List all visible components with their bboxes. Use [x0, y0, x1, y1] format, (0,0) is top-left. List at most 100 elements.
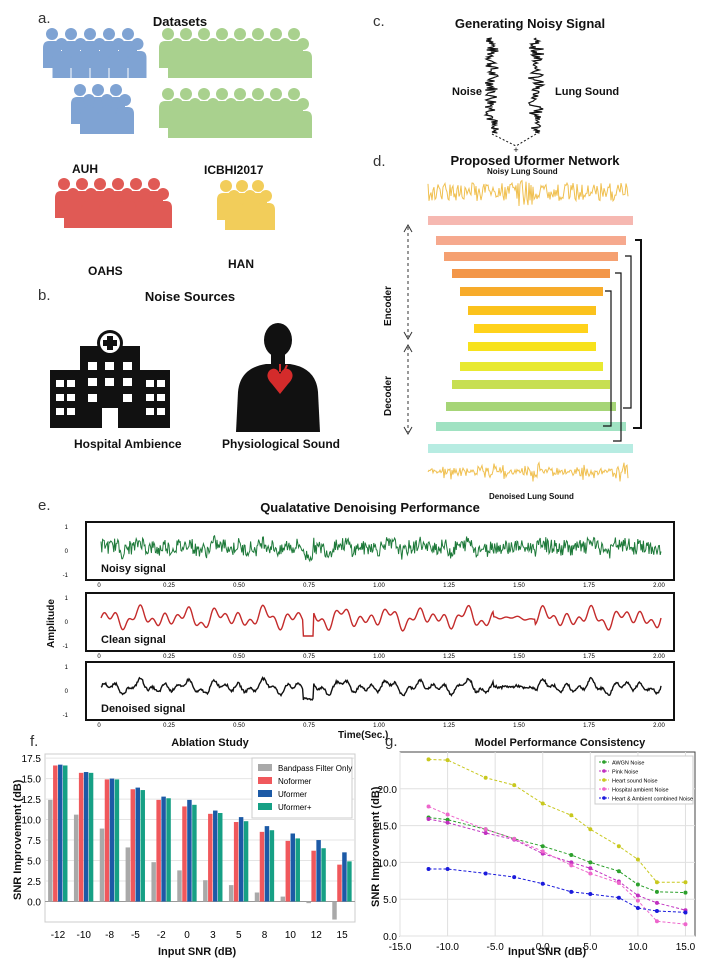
legend-label: Uformer+ [278, 803, 312, 812]
bar-uformer [238, 817, 244, 902]
point-awgn-noise [588, 860, 593, 865]
bar-uformer [135, 787, 141, 902]
point-heart-sound-noise [654, 880, 659, 885]
x-tick-label: 1.00 [373, 654, 385, 660]
point-awgn-noise [569, 853, 574, 858]
noisy-lung-sound-label: Noisy Lung Sound [487, 167, 558, 176]
icbhi-person [186, 38, 204, 78]
y-tick-label: -1 [63, 644, 69, 650]
panel-b-tag: b. [38, 287, 51, 304]
oahs-person [118, 188, 136, 228]
x-tick-label: 0.50 [233, 654, 245, 660]
x-tick-label: -15.0 [389, 942, 412, 953]
x-tick-label: 0.75 [303, 723, 315, 729]
point-hospital-ambient-noise [588, 871, 593, 876]
dataset-label-han: HAN [228, 257, 254, 271]
x-tick-label: 5 [236, 930, 242, 941]
skip-connection [613, 272, 622, 442]
uformer-layer [436, 422, 626, 431]
legend-swatch [258, 790, 272, 797]
generating-noisy-title: Generating Noisy Signal [454, 16, 606, 31]
bar-noformer [208, 813, 213, 902]
uformer-layer [468, 342, 596, 351]
amplitude-label: Amplitude [46, 599, 57, 648]
legend-swatch [258, 764, 272, 771]
x-tick-label: 0.0 [536, 942, 550, 953]
consistency-xlabel: Input SNR (dB) [508, 946, 587, 958]
point-heart-ambient-combined-noise [616, 895, 621, 900]
bar-uformer- [166, 798, 171, 902]
bar-bandpass-filter-only [254, 892, 260, 902]
hospital-ambience-label: Hospital Ambience [74, 437, 182, 451]
point-hospital-ambient-noise [483, 827, 488, 832]
oahs-person [64, 188, 82, 228]
uformer-title: Proposed Uformer Network [450, 153, 620, 168]
legend-label: Heart & Ambient combined Noise [612, 797, 693, 803]
x-tick-label: 3 [210, 930, 216, 941]
y-tick-label: 15.0 [22, 775, 42, 786]
point-awgn-noise [683, 890, 688, 895]
point-heart-ambient-combined-noise [635, 906, 640, 911]
legend-label: Bandpass Filter Only [278, 764, 352, 773]
noisy-signal-label: Noisy signal [101, 563, 166, 575]
point-awgn-noise [540, 844, 545, 849]
x-tick-label: 1.50 [513, 654, 525, 660]
bar-uformer- [295, 838, 300, 902]
y-tick-label: 0 [65, 689, 69, 695]
x-tick-label: 2.00 [653, 723, 665, 729]
panel-a-tag: a. [38, 10, 51, 27]
y-tick-label: 7.5 [27, 836, 41, 847]
bar-uformer- [88, 772, 94, 902]
physiological-sound-label: Physiological Sound [222, 437, 341, 451]
bar-uformer- [218, 813, 223, 902]
point-heart-ambient-combined-noise [483, 871, 488, 876]
point-heart-sound-noise [616, 844, 621, 849]
legend-label: AWGN Noise [612, 761, 645, 767]
y-tick-label: 12.5 [22, 795, 42, 806]
oahs-person [82, 188, 100, 228]
bar-uformer [58, 764, 63, 902]
uformer-diagram [403, 179, 642, 482]
x-tick-label: 1.50 [513, 723, 525, 729]
x-tick-label: 0.25 [163, 654, 175, 660]
consistency-title: Model Performance Consistency [474, 737, 646, 749]
noise-lung-mix-diagram: + [483, 37, 546, 154]
point-heart-ambient-combined-noise [683, 910, 688, 915]
auh-person [109, 38, 128, 78]
x-tick-label: -12 [51, 930, 66, 941]
point-pink-noise [483, 830, 488, 835]
legend-label: Noformer [278, 777, 312, 786]
point-heart-sound-noise [445, 758, 450, 763]
decoder-label-wrap: Decoder [383, 360, 397, 420]
bar-uformer [264, 826, 270, 902]
auh-person [98, 94, 116, 134]
x-tick-label: 1.25 [443, 723, 455, 729]
encoder-label-wrap: Encoder [383, 270, 397, 330]
point-heart-ambient-combined-noise [426, 867, 431, 872]
x-tick-label: 1.75 [583, 583, 595, 589]
uformer-layer [460, 362, 603, 371]
legend-marker [602, 778, 606, 782]
point-hospital-ambient-noise [540, 849, 545, 854]
uformer-layer [444, 252, 618, 261]
bar-bandpass-filter-only [73, 814, 79, 902]
noise-sources-title: Noise Sources [144, 289, 236, 304]
legend-marker [602, 787, 606, 791]
dataset-label-oahs: OAHS [88, 264, 123, 278]
y-tick-label: 1 [65, 665, 69, 671]
x-tick-label: 0 [184, 930, 190, 941]
bar-uformer- [114, 779, 120, 902]
point-heart-ambient-combined-noise [654, 908, 659, 913]
icbhi-person [168, 38, 186, 78]
dataset-label-auh: AUH [72, 162, 98, 176]
legend-swatch [258, 777, 272, 784]
bar-uformer [161, 796, 166, 902]
x-tick-label: 1.75 [583, 654, 595, 660]
signal-axes: 1 0 -1 0 0.25 0.50 0.75 1.00 1.25 1.50 1.75 2.00 1 0 -… [63, 525, 666, 729]
x-tick-label: 1.25 [443, 654, 455, 660]
bar-uformer [187, 799, 192, 902]
icbhi-person [276, 98, 294, 138]
x-tick-label: 0.25 [163, 583, 175, 589]
y-tick-label: 0 [65, 620, 69, 626]
legend-marker [602, 769, 606, 773]
